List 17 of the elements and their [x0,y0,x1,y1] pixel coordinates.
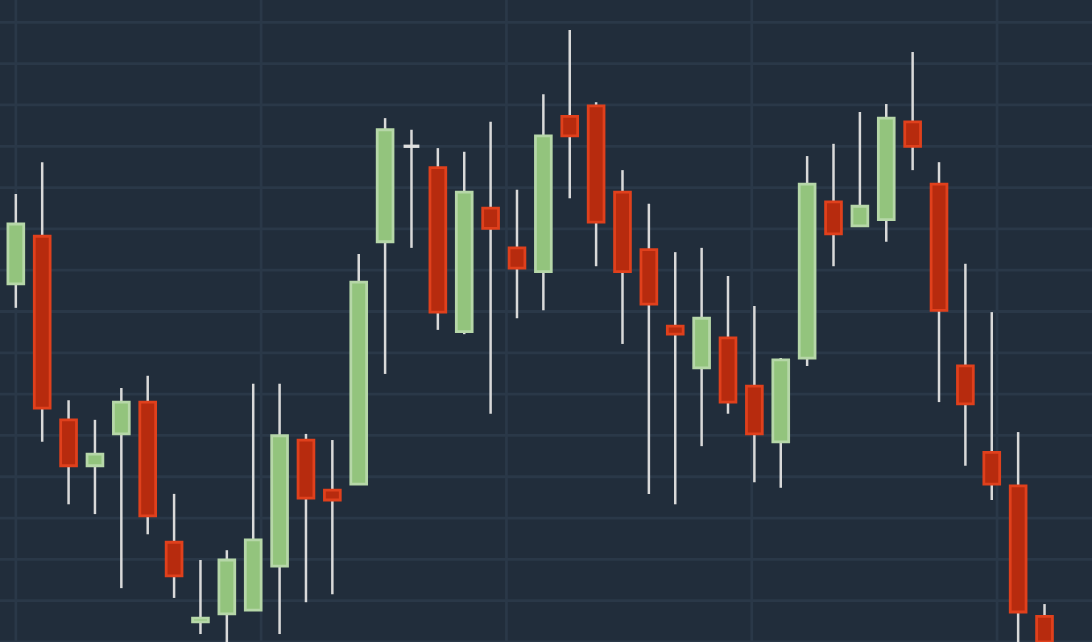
candlestick [850,110,870,228]
candlestick [481,120,500,415]
candlestick [164,492,184,600]
candlestick [85,418,105,516]
candlestick [191,558,210,636]
candlestick [323,438,342,596]
candlestick [745,304,764,484]
candlestick [59,399,78,506]
candlestick [982,310,1002,502]
candlestick [507,188,527,320]
candlestick [903,50,922,172]
candlestick [560,28,580,200]
candlestick [112,386,131,590]
candlestick [665,250,685,506]
candlestick [824,142,843,268]
candlestick [1035,602,1054,642]
candlestick [956,262,975,467]
